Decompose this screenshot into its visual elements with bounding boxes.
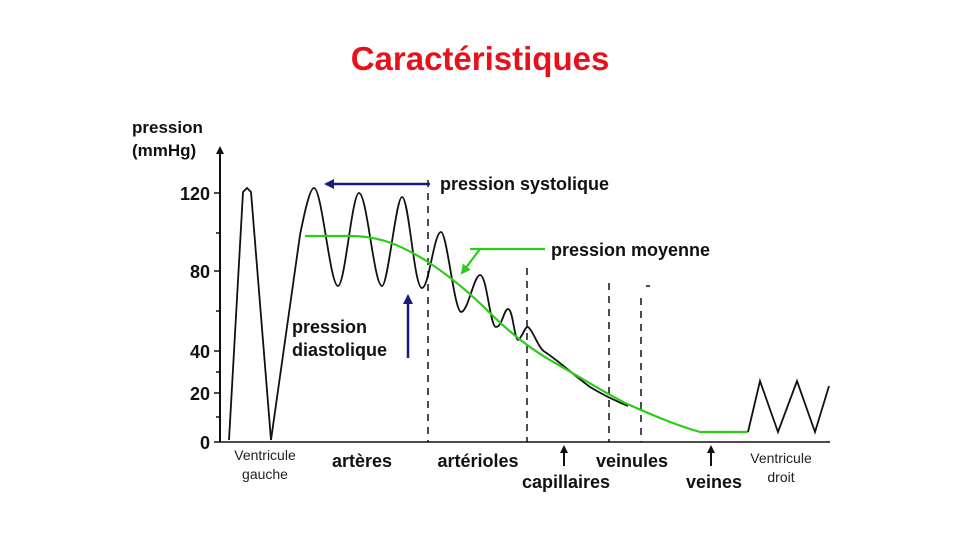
- segment-left-ventricle-line2: gauche: [242, 466, 288, 482]
- segment-left-ventricle-line1: Ventricule: [234, 447, 296, 463]
- diastolic-label-line2: diastolique: [292, 340, 387, 360]
- right-ventricle-curve: [747, 377, 830, 435]
- y-tick-120: 120: [180, 184, 210, 204]
- arterial-pressure-curve: [270, 187, 629, 441]
- segment-right-ventricle-line2: droit: [767, 469, 794, 485]
- segment-veins: veines: [686, 472, 742, 492]
- segment-capillaries: capillaires: [522, 472, 610, 492]
- y-tick-0: 0: [200, 433, 210, 453]
- segment-arteries: artères: [332, 451, 392, 471]
- y-ticks: [214, 192, 220, 443]
- y-tick-40: 40: [190, 342, 210, 362]
- diastolic-label-line1: pression: [292, 317, 367, 337]
- segment-venules: veinules: [596, 451, 668, 471]
- segment-right-ventricle-line1: Ventricule: [750, 450, 812, 466]
- page-title: Caractéristiques: [350, 40, 610, 77]
- systolic-label: pression systolique: [440, 174, 609, 194]
- y-tick-80: 80: [190, 262, 210, 282]
- mean-pressure-label: pression moyenne: [551, 240, 710, 260]
- y-axis-label-line1: pression: [132, 118, 203, 137]
- segment-arterioles: artérioles: [437, 451, 518, 471]
- y-axis-label-line2: (mmHg): [132, 141, 196, 160]
- y-tick-20: 20: [190, 384, 210, 404]
- left-ventricle-curve: [228, 186, 272, 441]
- mean-pressure-curve: [305, 234, 748, 434]
- mean-pressure-arrow-head: [460, 248, 481, 275]
- segment-separators: [427, 180, 642, 442]
